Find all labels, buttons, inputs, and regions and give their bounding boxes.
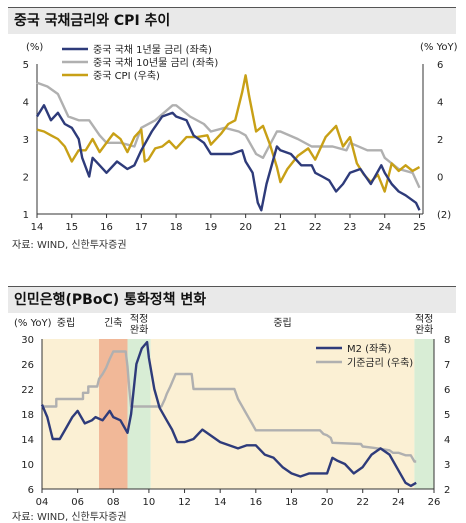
chart1-title: 중국 국채금리와 CPI 추이: [8, 7, 456, 34]
chart2-xtick-label: 16: [249, 497, 262, 508]
chart2-ytick-left: 26: [21, 360, 34, 371]
chart2-legend-label-rate: 기준금리 (우축): [347, 357, 413, 369]
chart2-xtick-label: 10: [143, 497, 156, 508]
chart1-ytick-right: (2): [437, 210, 451, 221]
chart2-ytick-right: 6: [444, 385, 450, 396]
chart2-unit-left: (% YoY): [14, 318, 52, 329]
chart2-regime-band-1: [99, 339, 128, 489]
chart2-regime-label-2: 적정: [130, 314, 148, 325]
chart2-xtick-label: 22: [356, 497, 369, 508]
chart2-regime-label-0: 중립: [57, 316, 75, 329]
chart2-regime-band-4: [414, 339, 434, 489]
chart1-legend-label-cgb1y: 중국 국채 1년물 금리 (좌축): [93, 44, 212, 56]
chart2-series-rate: [42, 350, 417, 463]
chart1-ytick-right: 4: [437, 98, 443, 109]
chart2-xtick-label: 18: [285, 497, 298, 508]
chart1-ytick-right: 2: [437, 135, 443, 146]
chart2-ytick-left: 30: [21, 335, 34, 346]
chart2-regime-label-1: 긴축: [104, 317, 122, 329]
chart2-xtick-label: 06: [71, 497, 84, 508]
chart2-ytick-left: 22: [21, 385, 34, 396]
chart2-regime-band-3: [150, 339, 415, 489]
chart1-xtick-label: 17: [135, 222, 148, 233]
chart1-ytick-left: 4: [23, 98, 29, 109]
chart2-ytick-left: 6: [28, 485, 34, 496]
chart2-xtick-label: 08: [107, 497, 120, 508]
chart2-title: 인민은행(PBoC) 통화정책 변화: [8, 286, 456, 313]
chart1-series-cpi: [36, 74, 421, 193]
chart2-xtick-label: 26: [428, 497, 441, 508]
chart2-ytick-right: 7: [444, 360, 450, 371]
chart1-ytick-right: 6: [437, 60, 443, 71]
chart2-ytick-right: 4: [444, 435, 450, 446]
chart1-unit-right: (% YoY): [420, 42, 458, 53]
chart2-xtick-label: 24: [392, 497, 405, 508]
chart1-xtick-label: 24: [378, 222, 391, 233]
chart2-ytick-right: 8: [444, 335, 450, 346]
chart1-xtick-label: 18: [170, 222, 183, 233]
chart2-xtick-label: 20: [321, 497, 334, 508]
chart1-xtick-label: 25: [413, 222, 426, 233]
chart1-legend-label-cgb10y: 중국 국채 10년물 금리 (좌축): [93, 57, 218, 69]
chart1-ytick-right: 0: [437, 173, 443, 184]
chart2-ytick-left: 14: [21, 435, 34, 446]
chart1-xtick-label: 16: [100, 222, 113, 233]
chart2-regime-band-0: [42, 339, 100, 489]
chart2-ytick-left: 18: [21, 410, 34, 421]
chart1-ytick-left: 2: [23, 173, 29, 184]
chart2-xtick-label: 04: [36, 497, 49, 508]
chart2-regime-label-3: 중립: [273, 316, 291, 329]
chart2-regime-band-2: [127, 339, 151, 489]
chart2-xtick-label: 14: [214, 497, 227, 508]
chart2-regime-label-4: 적정: [415, 314, 433, 325]
chart1-xtick-label: 20: [239, 222, 252, 233]
chart2-series-m2: [40, 340, 417, 488]
chart1-ytick-left: 1: [23, 210, 29, 221]
chart1-xtick-label: 15: [65, 222, 78, 233]
chart2-legend-label-m2: M2 (좌축): [347, 343, 391, 355]
chart1-ytick-left: 3: [23, 135, 29, 146]
chart1-xtick-label: 23: [344, 222, 357, 233]
chart2-ytick-right: 2: [444, 485, 450, 496]
chart1-legend-label-cpi: 중국 CPI (우축): [93, 70, 160, 82]
chart1-ytick-left: 5: [23, 60, 29, 71]
chart1-xtick-label: 14: [31, 222, 44, 233]
chart2-ytick-right: 3: [444, 460, 450, 471]
chart2-source: 자료: WIND, 신한투자증권: [12, 512, 127, 523]
chart2-regime-label-2: 완화: [130, 324, 148, 336]
chart1-xtick-label: 22: [309, 222, 322, 233]
chart1-xtick-label: 21: [274, 222, 287, 233]
chart2-ytick-right: 5: [444, 410, 450, 421]
chart1-unit-left: (%): [26, 42, 43, 53]
chart2-xtick-label: 12: [178, 497, 191, 508]
chart2-ytick-left: 10: [21, 460, 34, 471]
chart1-xtick-label: 19: [205, 222, 218, 233]
chart2-regime-label-4: 완화: [415, 324, 433, 336]
chart1-series-cgb1y: [35, 104, 421, 212]
chart1-source: 자료: WIND, 신한투자증권: [12, 240, 127, 251]
